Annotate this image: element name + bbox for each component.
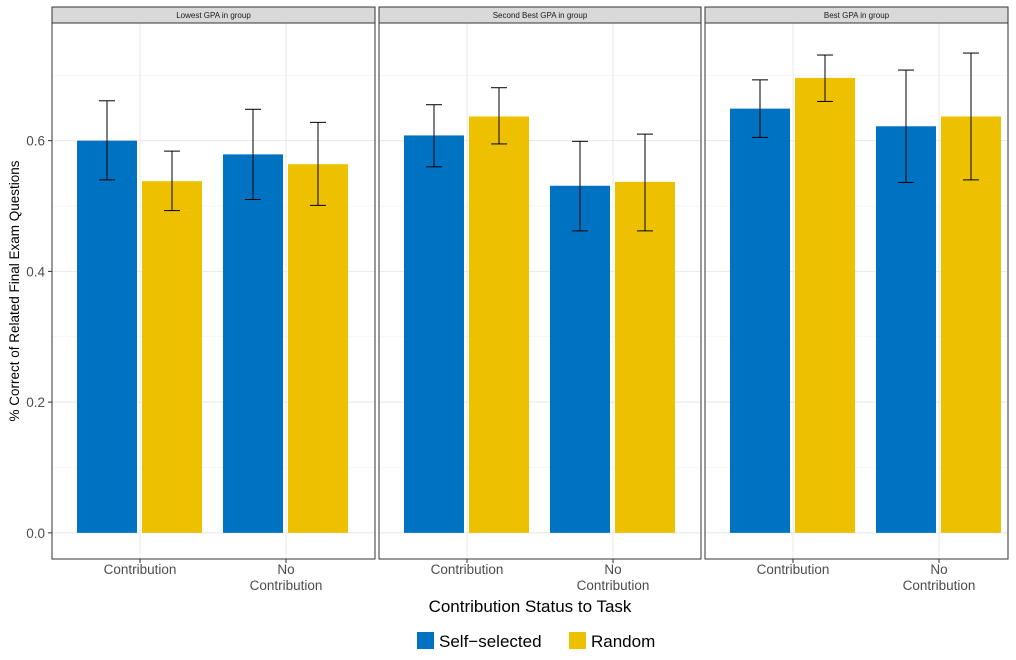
panel-border (704, 22, 1009, 560)
x-tick-label-line: Contribution (250, 578, 323, 593)
legend-key-random (569, 632, 586, 649)
legend-label-random: Random (591, 632, 655, 651)
y-tick-label: 0.2 (26, 395, 45, 410)
x-tick-label-line: No (930, 562, 947, 577)
bar-random (795, 77, 855, 533)
x-tick-label-line: No (277, 562, 294, 577)
panel-border (51, 22, 376, 560)
y-tick-label: 0.4 (26, 264, 45, 279)
x-tick-label: No Contribution (577, 562, 650, 593)
facet-title: Best GPA in group (824, 11, 890, 20)
x-tick-label-line: No (604, 562, 621, 577)
x-tick-label-line: Contribution (104, 562, 177, 577)
x-tick-label: Contribution (104, 562, 177, 577)
bar-self-selected (223, 154, 283, 533)
x-tick-label-line: Contribution (903, 578, 976, 593)
x-tick-label: No Contribution (903, 562, 976, 593)
panel-border (378, 22, 702, 560)
x-tick-label: Contribution (431, 562, 504, 577)
y-tick-label: 0.0 (26, 526, 45, 541)
facet-title: Lowest GPA in group (176, 11, 251, 20)
bar-random (615, 181, 675, 533)
bar-self-selected (550, 185, 610, 533)
x-tick-label: No Contribution (250, 562, 323, 593)
bar-random (288, 164, 348, 533)
bar-self-selected (730, 108, 790, 533)
legend-label-self-selected: Self−selected (439, 632, 542, 651)
x-tick-label: Contribution (757, 562, 830, 577)
y-tick-label: 0.6 (26, 134, 45, 149)
legend-key-self-selected (417, 632, 434, 649)
bar-random (142, 181, 202, 533)
facet-title: Second Best GPA in group (493, 11, 588, 20)
bar-self-selected (404, 135, 464, 533)
x-axis-title: Contribution Status to Task (429, 597, 632, 616)
bar-self-selected (876, 126, 936, 533)
bar-random (941, 116, 1001, 533)
x-tick-label-line: Contribution (757, 562, 830, 577)
bar-self-selected (77, 140, 137, 533)
x-tick-label-line: Contribution (431, 562, 504, 577)
y-axis-title: % Correct of Related Final Exam Question… (7, 160, 22, 421)
x-tick-label-line: Contribution (577, 578, 650, 593)
bar-random (469, 116, 529, 533)
